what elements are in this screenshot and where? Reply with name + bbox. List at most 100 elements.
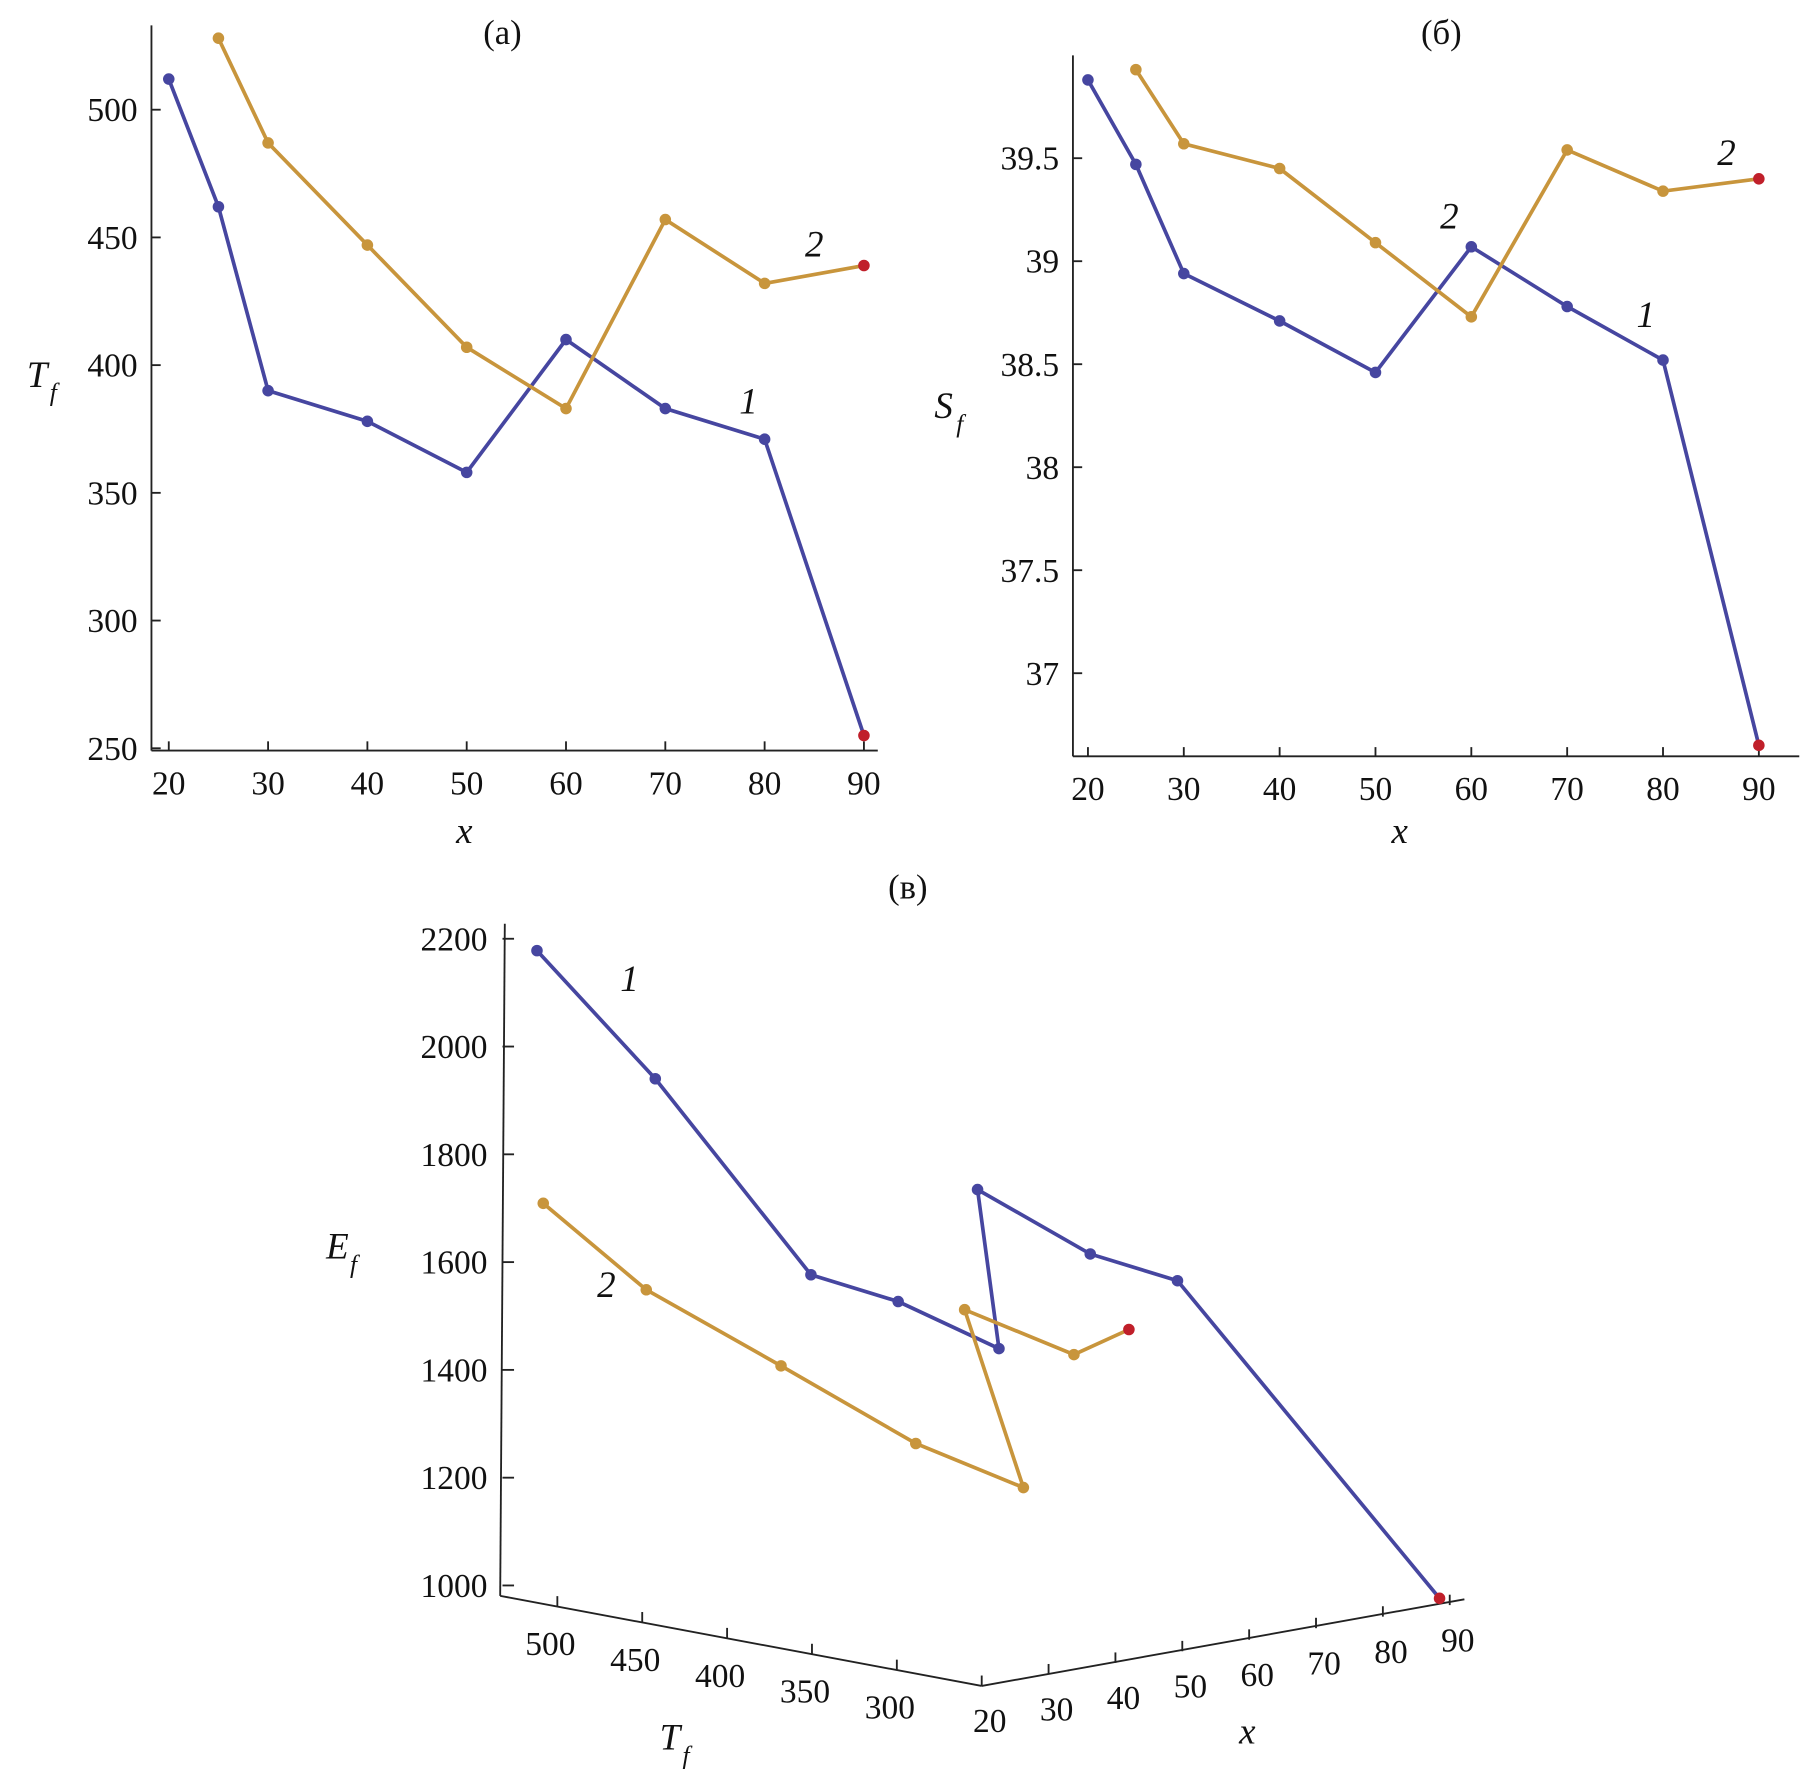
- x-tick-label: 80: [748, 765, 781, 802]
- curve-label: 2: [1440, 196, 1458, 237]
- x-tick-label: 40: [351, 765, 384, 802]
- z-tick-label: 1200: [421, 1460, 488, 1497]
- series-2-line: [1134, 68, 1760, 320]
- series-2-point: [1068, 1348, 1080, 1361]
- x-tick-label: 40: [1107, 1680, 1140, 1717]
- chart-title: (б): [1421, 14, 1462, 52]
- x-tick-label: 50: [1174, 1668, 1207, 1705]
- x-axis-label: x: [1391, 810, 1409, 851]
- curve-label: 1: [1636, 294, 1654, 335]
- series-1-point: [361, 415, 374, 428]
- series-1-point: [993, 1342, 1005, 1355]
- axis-label-subscript: f: [350, 1251, 360, 1279]
- x-axis-label: x: [1238, 1711, 1256, 1752]
- series-1-point: [892, 1295, 904, 1308]
- x-tick-label: 50: [1359, 771, 1392, 808]
- chart-title: (a): [483, 14, 521, 52]
- y-tick-label: 450: [87, 220, 137, 257]
- axis-label: S: [934, 385, 952, 426]
- y-tick-label: 38: [1026, 450, 1059, 487]
- series-2-point: [460, 341, 473, 354]
- x-axis-label: x: [455, 810, 473, 851]
- x-tick-label: 60: [549, 765, 582, 802]
- x-tick-label: 20: [973, 1703, 1006, 1740]
- axis-label: T: [27, 354, 50, 395]
- t-tick-label: 300: [865, 1690, 915, 1727]
- series-2-point: [775, 1360, 787, 1372]
- curve-label: 2: [805, 223, 823, 264]
- series-2-point: [1657, 185, 1669, 197]
- x-tick-label: 20: [152, 765, 185, 802]
- series-2-point: [1369, 236, 1382, 249]
- x-axis: [981, 1598, 1465, 1687]
- axis-label-subscript: f: [50, 379, 60, 407]
- series-2-point: [640, 1283, 653, 1296]
- series-2-point: [758, 277, 771, 290]
- y-tick-label: 350: [87, 475, 137, 512]
- curve-label: 2: [1717, 132, 1735, 173]
- x-tick-label: 50: [450, 765, 483, 802]
- series-2-point: [212, 32, 225, 44]
- series-2-point: [1178, 138, 1190, 150]
- t-tick-label: 450: [610, 1642, 660, 1679]
- y-tick-label: 400: [87, 348, 137, 385]
- axis-label: T: [660, 1716, 683, 1757]
- series-2-point: [1561, 144, 1573, 156]
- series-1-point: [531, 944, 543, 957]
- series-1-line: [167, 78, 866, 737]
- series-2-point: [910, 1437, 922, 1450]
- series-1-point: [163, 73, 175, 85]
- y-tick-label: 39.5: [1001, 141, 1060, 178]
- series-1-point: [1273, 315, 1286, 327]
- x-tick-label: 90: [1441, 1622, 1474, 1659]
- chart-title: (в): [888, 868, 927, 906]
- x-tick-label: 60: [1240, 1657, 1273, 1694]
- x-tick-label: 80: [1374, 1634, 1407, 1671]
- series-2-point: [1753, 173, 1765, 185]
- series-1-point: [649, 1072, 662, 1085]
- curve-label: 2: [597, 1264, 615, 1305]
- series-2-point: [1017, 1481, 1030, 1494]
- t-tick-label: 500: [525, 1626, 575, 1663]
- y-tick-label: 37.5: [1001, 553, 1060, 590]
- series-2-point: [1273, 162, 1286, 175]
- series-2-point: [262, 137, 274, 149]
- x-tick-label: 70: [1550, 771, 1583, 808]
- series-1-line: [535, 949, 1441, 1600]
- t-axis: [500, 1594, 982, 1687]
- series-1-point: [560, 333, 572, 346]
- series-1-point: [758, 433, 771, 445]
- series-1-point: [1561, 300, 1573, 313]
- series-1-point: [1171, 1274, 1184, 1287]
- series-2-point: [659, 213, 672, 226]
- curve-label: 1: [739, 380, 757, 421]
- y-tick-label: 500: [87, 92, 137, 129]
- series-1-point: [1369, 366, 1382, 379]
- series-1-point: [212, 200, 225, 213]
- x-tick-label: 30: [1040, 1692, 1073, 1729]
- x-tick-label: 30: [1167, 771, 1200, 808]
- z-tick-label: 1000: [421, 1568, 488, 1605]
- x-tick-label: 20: [1071, 771, 1104, 808]
- series-1-point: [262, 384, 274, 397]
- t-tick-label: 350: [780, 1674, 830, 1711]
- series-2-point: [1465, 311, 1478, 323]
- x-tick-label: 80: [1646, 771, 1679, 808]
- series-1-point: [1084, 1248, 1097, 1260]
- series-1-point: [460, 466, 473, 479]
- z-tick-label: 1600: [421, 1245, 488, 1282]
- series-1-point: [1753, 739, 1765, 752]
- x-tick-label: 40: [1263, 771, 1296, 808]
- z-tick-label: 2200: [421, 921, 488, 958]
- series-2-point: [560, 402, 572, 415]
- series-1-point: [1082, 74, 1094, 86]
- y-tick-label: 250: [87, 731, 137, 768]
- series-1-point: [1465, 241, 1478, 253]
- x-tick-label: 70: [649, 765, 682, 802]
- series-2-point: [958, 1303, 971, 1316]
- series-2-point: [1130, 63, 1142, 76]
- series-2-line: [216, 37, 865, 412]
- series-2-line: [542, 1201, 1130, 1491]
- series-1-point: [971, 1183, 984, 1196]
